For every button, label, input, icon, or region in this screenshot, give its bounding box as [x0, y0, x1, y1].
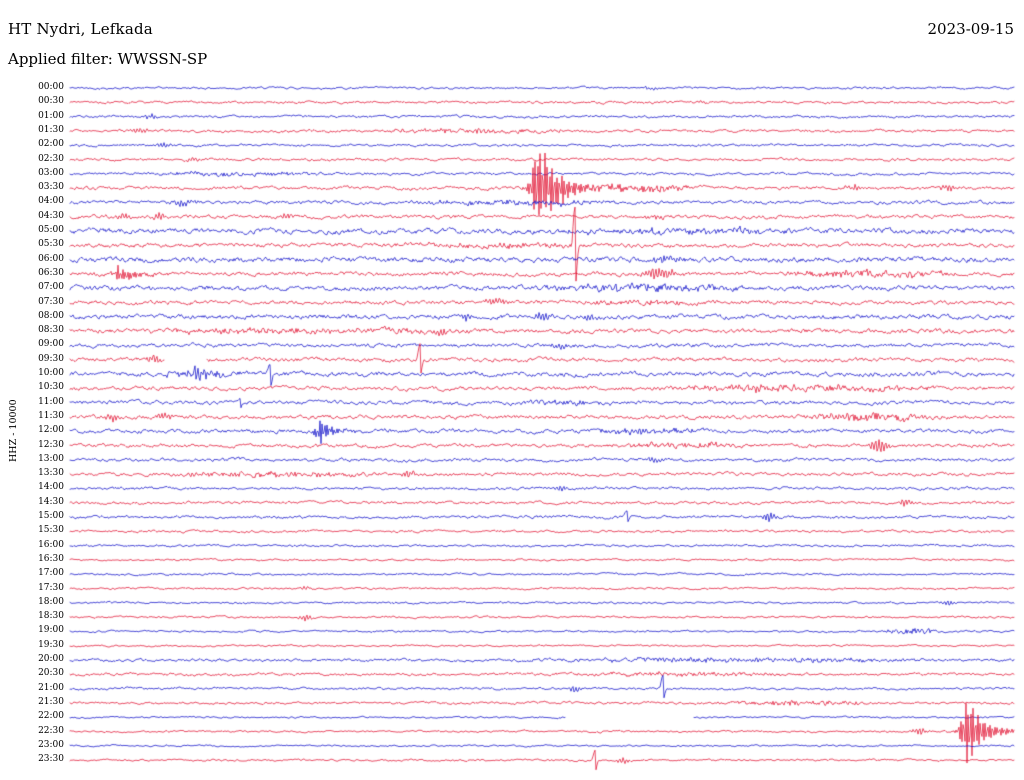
time-label: 15:30 [38, 525, 64, 536]
time-label: 16:00 [38, 539, 64, 550]
time-label: 02:00 [38, 139, 64, 150]
time-label: 07:00 [38, 282, 64, 293]
time-label: 23:00 [38, 739, 64, 750]
time-label: 22:00 [38, 711, 64, 722]
time-label: 14:00 [38, 482, 64, 493]
time-label: 11:00 [38, 396, 64, 407]
time-axis: 00:00 00:30 01:00 01:30 02:00 02:30 03:00 03:30… [0, 0, 66, 780]
time-label: 07:30 [38, 296, 64, 307]
time-label: 14:30 [38, 496, 64, 507]
time-label: 17:00 [38, 568, 64, 579]
time-label: 08:00 [38, 310, 64, 321]
time-label: 03:30 [38, 182, 64, 193]
filter-label: Applied filter: WWSSN-SP [8, 50, 208, 68]
time-label: 19:00 [38, 625, 64, 636]
time-label: 21:00 [38, 682, 64, 693]
station-title: HT Nydri, Lefkada [8, 20, 153, 38]
time-label: 20:30 [38, 668, 64, 679]
time-label: 00:30 [38, 96, 64, 107]
time-label: 23:30 [38, 754, 64, 765]
time-label: 03:00 [38, 167, 64, 178]
time-label: 05:00 [38, 225, 64, 236]
time-label: 04:00 [38, 196, 64, 207]
time-label: 06:00 [38, 253, 64, 264]
time-label: 02:30 [38, 153, 64, 164]
time-label: 15:00 [38, 511, 64, 522]
time-label: 11:30 [38, 410, 64, 421]
time-label: 17:30 [38, 582, 64, 593]
time-label: 21:30 [38, 696, 64, 707]
time-label: 19:30 [38, 639, 64, 650]
time-label: 10:30 [38, 382, 64, 393]
time-label: 12:00 [38, 425, 64, 436]
time-label: 20:00 [38, 654, 64, 665]
time-label: 04:30 [38, 210, 64, 221]
time-label: 16:30 [38, 553, 64, 564]
time-label: 08:30 [38, 325, 64, 336]
time-label: 13:30 [38, 468, 64, 479]
time-label: 09:30 [38, 353, 64, 364]
time-label: 13:00 [38, 453, 64, 464]
time-label: 10:00 [38, 368, 64, 379]
time-label: 18:30 [38, 611, 64, 622]
time-label: 09:00 [38, 339, 64, 350]
time-label: 18:00 [38, 596, 64, 607]
time-label: 00:00 [38, 82, 64, 93]
time-label: 01:00 [38, 110, 64, 121]
time-label: 01:30 [38, 124, 64, 135]
time-label: 22:30 [38, 725, 64, 736]
time-label: 12:30 [38, 439, 64, 450]
time-label: 06:30 [38, 267, 64, 278]
plot-date: 2023-09-15 [927, 20, 1014, 38]
time-label: 05:30 [38, 239, 64, 250]
